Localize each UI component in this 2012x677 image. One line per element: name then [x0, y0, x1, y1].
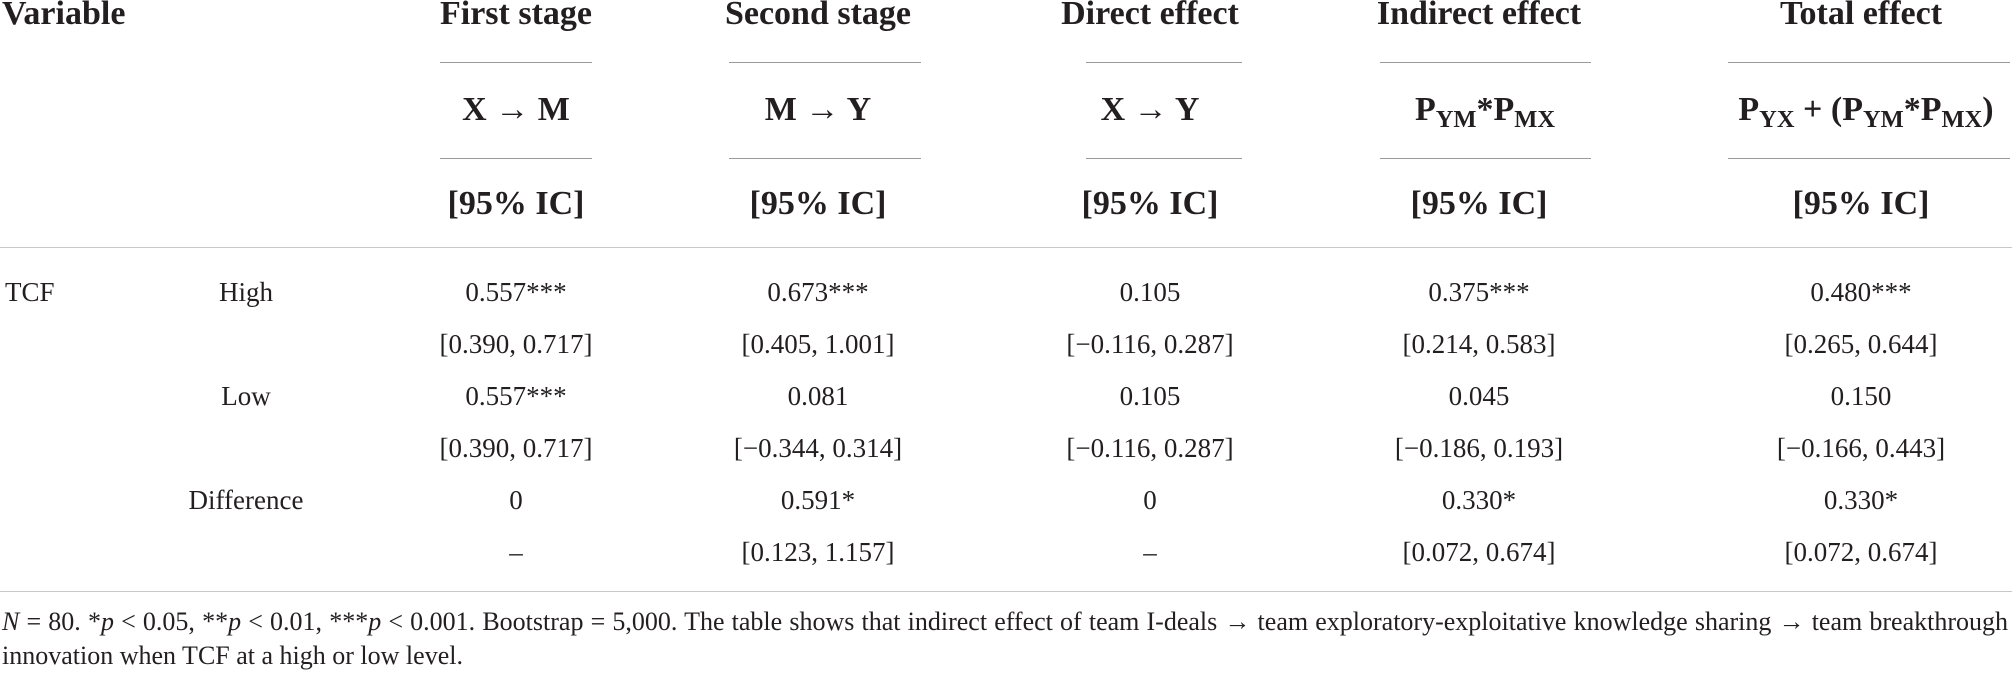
- total-effect-ci-header: [95% IC]: [1792, 185, 1930, 222]
- second-stage-header: Second stage: [724, 0, 912, 32]
- header-underline: [729, 62, 921, 63]
- header-underline: [1380, 62, 1591, 63]
- header-rule: [0, 247, 2012, 248]
- variable-header: Variable: [2, 0, 126, 32]
- table-cell: 0.591*: [780, 485, 856, 515]
- table-cell: 0: [509, 485, 523, 515]
- table-cell: [0.405, 1.001]: [741, 329, 895, 359]
- header-underline: [1086, 62, 1242, 63]
- first-stage-header: First stage: [439, 0, 593, 32]
- header-underline: [440, 158, 592, 159]
- table-cell: [0.265, 0.644]: [1784, 329, 1938, 359]
- direct-effect-path: X → Y: [1100, 91, 1200, 128]
- table-cell: [0.390, 0.717]: [439, 433, 593, 463]
- header-underline: [440, 62, 592, 63]
- table-cell: 0.557***: [465, 277, 567, 307]
- table-cell: 0.673***: [767, 277, 869, 307]
- level-label: Low: [221, 381, 271, 411]
- table-cell: 0.480***: [1810, 277, 1912, 307]
- table-cell: 0.150: [1830, 381, 1892, 411]
- group-label: TCF: [5, 277, 55, 307]
- first-stage-ci-header: [95% IC]: [447, 185, 585, 222]
- table-cell: 0.081: [787, 381, 849, 411]
- table-cell: 0.557***: [465, 381, 567, 411]
- header-underline: [1728, 62, 2010, 63]
- table-cell: [−0.186, 0.193]: [1394, 433, 1564, 463]
- table-footnote: N = 80. *p < 0.05, **p < 0.01, ***p < 0.…: [2, 607, 2008, 670]
- table-cell: [0.123, 1.157]: [741, 537, 895, 567]
- table-cell: [0.214, 0.583]: [1402, 329, 1556, 359]
- header-underline: [729, 158, 921, 159]
- direct-effect-header: Direct effect: [1061, 0, 1239, 32]
- table-cell: [0.072, 0.674]: [1784, 537, 1938, 567]
- second-stage-path: M → Y: [764, 91, 872, 128]
- table-cell: [−0.166, 0.443]: [1776, 433, 1946, 463]
- indirect-effect-formula: PYM*PMX: [1414, 91, 1556, 133]
- direct-effect-ci-header: [95% IC]: [1081, 185, 1219, 222]
- table-cell: –: [1143, 537, 1157, 567]
- level-label: High: [219, 277, 273, 307]
- first-stage-path: X → M: [462, 91, 570, 128]
- second-stage-ci-header: [95% IC]: [749, 185, 887, 222]
- table-cell: 0.330*: [1441, 485, 1517, 515]
- total-effect-formula: PYX + (PYM*PMX): [1738, 91, 1994, 133]
- table-cell: 0.105: [1119, 381, 1181, 411]
- header-underline: [1086, 158, 1242, 159]
- header-underline: [1380, 158, 1591, 159]
- total-effect-header: Total effect: [1779, 0, 1943, 32]
- table-cell: [0.390, 0.717]: [439, 329, 593, 359]
- table-cell: 0.105: [1119, 277, 1181, 307]
- indirect-effect-header: Indirect effect: [1376, 0, 1582, 32]
- table-cell: [−0.344, 0.314]: [733, 433, 903, 463]
- table-cell: [−0.116, 0.287]: [1066, 433, 1234, 463]
- bottom-rule: [0, 591, 2012, 592]
- table-cell: 0.045: [1448, 381, 1510, 411]
- table-cell: 0.330*: [1823, 485, 1899, 515]
- indirect-effect-ci-header: [95% IC]: [1410, 185, 1548, 222]
- table-cell: –: [509, 537, 523, 567]
- table-cell: [−0.116, 0.287]: [1066, 329, 1234, 359]
- header-underline: [1728, 158, 2010, 159]
- table-cell: [0.072, 0.674]: [1402, 537, 1556, 567]
- table-cell: 0.375***: [1428, 277, 1530, 307]
- table-cell: 0: [1143, 485, 1157, 515]
- level-label: Difference: [188, 485, 304, 515]
